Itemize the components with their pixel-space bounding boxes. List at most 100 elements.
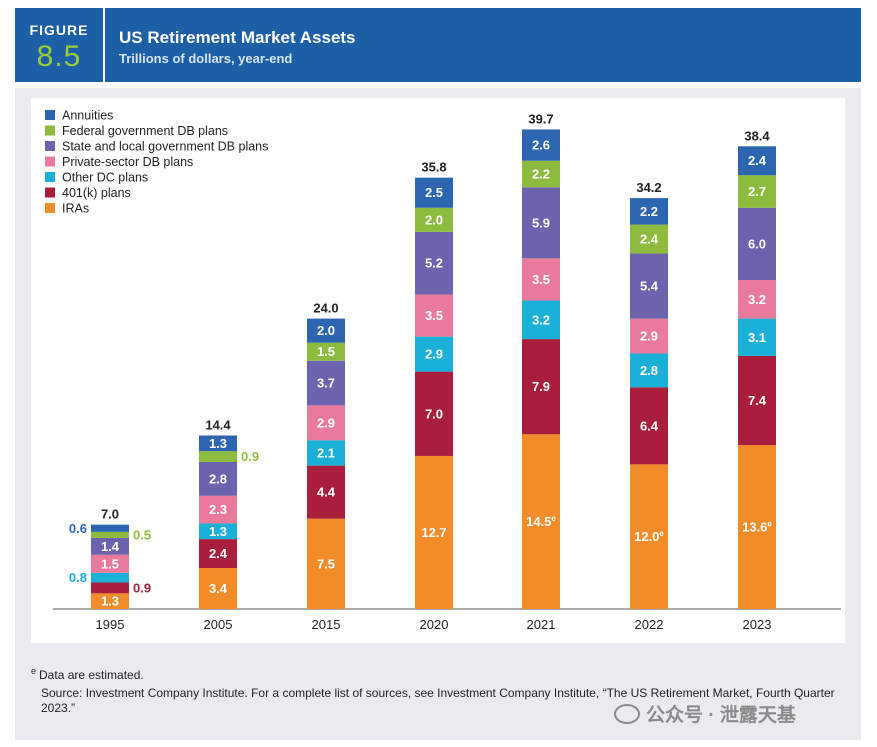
data-label-2015-series-6: 2.0 (317, 323, 335, 338)
data-label-2022-series-4: 5.4 (640, 279, 659, 294)
data-label-1995-series-4: 1.4 (101, 539, 120, 554)
bar-2015-series-2 (307, 440, 345, 466)
data-label-2021-series-0: 14.5e (526, 514, 556, 529)
bar-2021-series-4 (522, 187, 560, 259)
legend-label: Annuities (62, 109, 113, 123)
bar-2005-series-2 (199, 523, 237, 540)
wechat-icon (614, 704, 640, 724)
x-tick-label-2020: 2020 (420, 617, 449, 632)
data-label-2023-series-2: 3.1 (748, 330, 766, 345)
data-label-2022-series-5: 2.4 (640, 232, 659, 247)
total-label-2021: 39.7 (528, 111, 553, 126)
bar-2021-series-3 (522, 258, 560, 301)
watermark: 公众号 · 泄露天基 (614, 700, 796, 727)
legend-item: Federal government DB plans (45, 124, 228, 138)
data-label-2020-series-1: 7.0 (425, 406, 443, 421)
bar-2005-series-4 (199, 461, 237, 496)
bar-2005-series-0 (199, 568, 237, 609)
bar-1995-series-0 (91, 593, 129, 609)
bar-2023-series-6 (738, 146, 776, 176)
data-label-2005-series-2: 1.3 (209, 524, 227, 539)
data-label-2015-series-0: 7.5 (317, 556, 335, 571)
data-label-2015-series-3: 2.9 (317, 415, 335, 430)
bar-2021-series-1 (522, 339, 560, 435)
data-label-1995-series-2: 0.8 (69, 570, 87, 585)
bar-2022-series-6 (630, 198, 668, 225)
x-tick-label-2022: 2022 (635, 617, 664, 632)
chart-area: 1.3 3.4 7.5 12.7 14.5e 12.0e 13.6e 0.9 2.4 4.4 7.0… (31, 98, 845, 643)
bar-2022-series-0 (630, 464, 668, 609)
legend-label: 401(k) plans (62, 186, 131, 200)
legend-item: State and local government DB plans (45, 140, 268, 154)
data-label-2020-series-6: 2.5 (425, 185, 443, 200)
data-label-1995-series-1: 0.9 (133, 580, 151, 595)
data-label-2021-series-1: 7.9 (532, 379, 550, 394)
bar-2015-series-3 (307, 405, 345, 441)
bar-2022-series-4 (630, 253, 668, 319)
bar-2020-series-0 (415, 455, 453, 609)
total-label-2015: 24.0 (313, 301, 338, 316)
footnote-text: Data are estimated. (39, 668, 144, 682)
data-label-2023-series-4: 6.0 (748, 236, 766, 251)
bar-2023-series-2 (738, 318, 776, 356)
data-label-2021-series-3: 3.5 (532, 272, 550, 287)
bar-2020-series-6 (415, 177, 453, 208)
legend-swatch (45, 203, 55, 213)
bar-2015-series-1 (307, 465, 345, 519)
data-label-1995-series-0: 1.3 (101, 594, 119, 609)
data-label-2023-series-6: 2.4 (748, 153, 767, 168)
data-label-2021-series-6: 2.6 (532, 138, 550, 153)
bar-2005-series-3 (199, 495, 237, 524)
data-label-2015-series-2: 2.1 (317, 445, 335, 460)
source-note: Source: Investment Company Institute. Fo… (41, 686, 835, 715)
x-tick-label-2005: 2005 (204, 617, 233, 632)
figure-number: 8.5 (36, 40, 82, 73)
bar-2015-series-6 (307, 318, 345, 343)
figure-badge: FIGURE 8.5 (15, 8, 103, 82)
bar-2022-series-3 (630, 318, 668, 354)
data-label-2023-series-0: 13.6e (742, 520, 772, 535)
x-tick-label-2023: 2023 (743, 617, 772, 632)
bar-2005-series-6 (199, 435, 237, 452)
total-label-2022: 34.2 (636, 180, 661, 195)
x-tick-label-2021: 2021 (527, 617, 556, 632)
chart-title: US Retirement Market Assets (119, 28, 356, 47)
estimate-marker: e (659, 529, 664, 538)
data-label-2005-series-3: 2.3 (209, 502, 227, 517)
bar-2005-series-5 (199, 451, 237, 462)
data-label-2015-series-5: 1.5 (317, 344, 335, 359)
bar-2005-series-1 (199, 539, 237, 569)
title-banner: US Retirement Market Assets Trillions of… (105, 8, 861, 82)
footnote-marker: e (31, 666, 37, 676)
data-label-2020-series-2: 2.9 (425, 347, 443, 362)
bar-2022-series-2 (630, 353, 668, 388)
bar-2023-series-0 (738, 445, 776, 609)
bar-2023-series-4 (738, 207, 776, 281)
estimate-marker: e (767, 520, 772, 529)
data-label-2005-series-6: 1.3 (209, 436, 227, 451)
data-label-2005-series-0: 3.4 (209, 581, 228, 596)
legend-label: State and local government DB plans (62, 140, 268, 154)
bar-2020-series-2 (415, 336, 453, 372)
watermark-text: 公众号 · 泄露天基 (646, 705, 796, 726)
bar-1995-series-2 (91, 572, 129, 583)
data-label-2020-series-4: 5.2 (425, 256, 443, 271)
bar-1995-series-6 (91, 524, 129, 532)
data-label-2005-series-1: 2.4 (209, 546, 228, 561)
legend-label: Private-sector DB plans (62, 155, 193, 169)
total-label-1995: 7.0 (101, 507, 119, 522)
total-label-2005: 14.4 (205, 417, 231, 432)
figure-label: FIGURE (29, 22, 89, 38)
legend-item: Annuities (45, 109, 113, 123)
total-label-2020: 35.8 (421, 160, 446, 175)
stacked-bar-chart: 1.3 3.4 7.5 12.7 14.5e 12.0e 13.6e 0.9 2.4 4.4 7.0… (45, 109, 841, 632)
data-label-1995-series-3: 1.5 (101, 556, 119, 571)
bar-1995-series-1 (91, 582, 129, 594)
data-label-2023-series-1: 7.4 (748, 393, 767, 408)
bar-2020-series-5 (415, 207, 453, 232)
bar-2022-series-1 (630, 387, 668, 465)
bar-2021-series-6 (522, 129, 560, 161)
bar-2020-series-4 (415, 231, 453, 295)
data-label-2015-series-1: 4.4 (317, 485, 336, 500)
data-label-2021-series-5: 2.2 (532, 166, 550, 181)
